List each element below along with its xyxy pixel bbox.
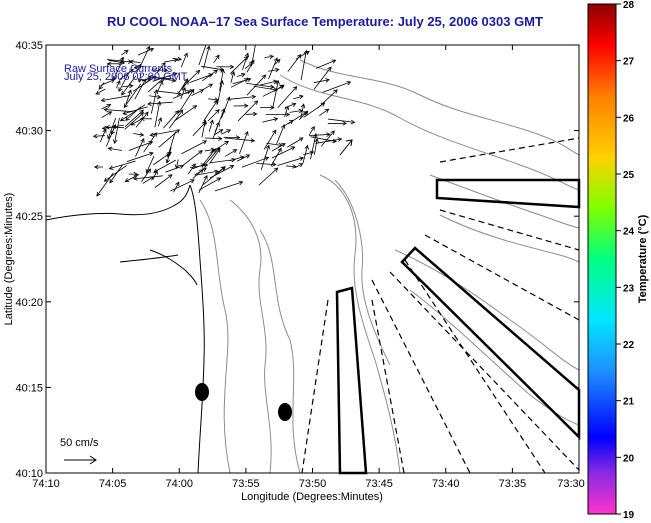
map-plot-area: Raw Surface Currents July 25, 2006 02:00… xyxy=(46,39,579,473)
figure-title: RU COOL NOAA–17 Sea Surface Temperature:… xyxy=(107,14,543,29)
scale-label: 50 cm/s xyxy=(60,437,99,449)
colorbar-tick-label: 24 xyxy=(623,227,635,238)
x-tick-label: 73:30 xyxy=(557,478,585,490)
colorbar-ticks: 19 20 21 22 23 24 25 26 27 28 xyxy=(616,0,635,518)
colorbar-tick-label: 28 xyxy=(623,0,635,11)
colorbar-tick-label: 23 xyxy=(623,283,635,294)
colorbar-label: Temperature (°C) xyxy=(637,214,649,303)
x-tick-label: 74:05 xyxy=(99,478,127,490)
colorbar-tick-label: 20 xyxy=(623,453,635,464)
x-tick-label: 73:55 xyxy=(232,478,260,490)
x-tick-label: 73:40 xyxy=(432,478,460,490)
x-axis-label: Longitude (Degrees:Minutes) xyxy=(241,491,383,503)
colorbar-tick-label: 27 xyxy=(623,57,635,68)
x-tick-label: 74:00 xyxy=(165,478,193,490)
colorbar-tick-label: 26 xyxy=(623,113,635,124)
x-tick-label: 73:45 xyxy=(365,478,393,490)
colorbar-tick-label: 22 xyxy=(623,340,635,351)
y-tick-label: 40:20 xyxy=(15,297,43,309)
y-axis-label: Latitude (Degrees:Minutes) xyxy=(3,193,15,326)
colorbar-gradient xyxy=(588,4,616,514)
plot-background xyxy=(46,45,579,473)
y-tick-label: 40:35 xyxy=(15,40,43,52)
colorbar-tick-label: 21 xyxy=(623,397,635,408)
x-tick-label: 73:35 xyxy=(499,478,527,490)
station-marker xyxy=(278,403,292,421)
colorbar: 19 20 21 22 23 24 25 26 27 28 Temperature (°C) xyxy=(588,0,649,518)
annotation-line-2: July 25, 2006 02:00 GMT xyxy=(64,71,188,83)
station-marker xyxy=(195,383,209,401)
y-tick-label: 40:25 xyxy=(15,211,43,223)
x-tick-label: 73:50 xyxy=(299,478,327,490)
y-tick-label: 40:30 xyxy=(15,126,43,138)
y-tick-label: 40:15 xyxy=(15,382,43,394)
colorbar-tick-label: 19 xyxy=(623,510,635,518)
y-tick-label: 40:10 xyxy=(15,468,43,480)
colorbar-tick-label: 25 xyxy=(623,170,635,181)
